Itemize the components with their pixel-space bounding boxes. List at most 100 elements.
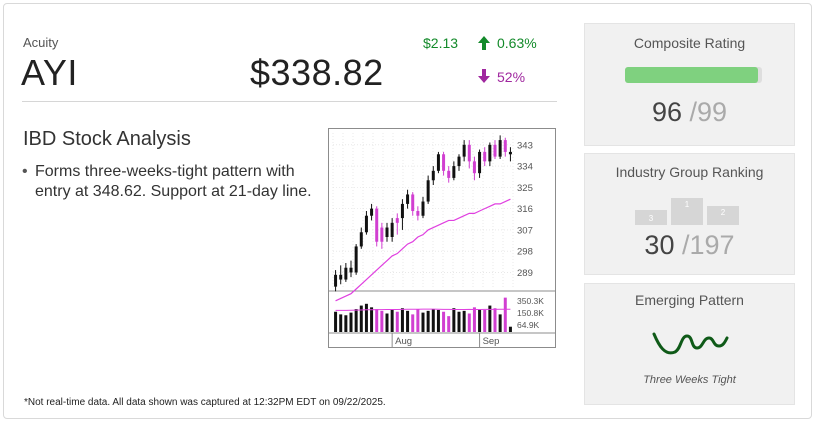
candle-body xyxy=(467,144,471,162)
x-tick-label: Sep xyxy=(483,336,500,347)
price-tick-label: 289 xyxy=(517,268,533,279)
price-tick-label: 325 xyxy=(517,183,533,194)
volume-bar xyxy=(447,316,451,332)
x-tick-label: Aug xyxy=(395,336,412,347)
candle-body xyxy=(364,215,368,233)
candle-body xyxy=(472,161,476,174)
volume-bar xyxy=(421,312,425,332)
candle-body xyxy=(395,218,399,223)
volume-bar xyxy=(452,308,456,332)
candle-body xyxy=(375,208,379,242)
arrow-down-icon xyxy=(478,69,490,83)
price-tick-label: 334 xyxy=(517,162,533,173)
candle-body xyxy=(426,180,430,202)
price-tick-label: 316 xyxy=(517,204,533,215)
candle-body xyxy=(447,170,451,178)
volume-bar xyxy=(431,309,435,332)
candle-body xyxy=(421,201,425,216)
volume-bar xyxy=(406,310,410,332)
candle-body xyxy=(380,227,384,242)
candle-body xyxy=(462,144,466,157)
volume-bar xyxy=(354,309,358,332)
price-chart-svg: 343 334 325 316 307 298 289 350.3K 150.8K 64.9K Au… xyxy=(329,133,555,347)
candle-body xyxy=(442,154,446,171)
volume-bar xyxy=(359,305,363,332)
candle-body xyxy=(411,194,415,211)
volume-bar xyxy=(478,309,482,332)
candle-body xyxy=(503,140,507,152)
podium-icon: 3 1 2 xyxy=(635,198,739,225)
footnote: *Not real-time data. All data shown was … xyxy=(24,397,386,408)
candle-body xyxy=(457,156,461,167)
price-tick-label: 298 xyxy=(517,247,533,258)
price-change: $2.13 xyxy=(423,35,459,51)
composite-rating-value: 96 xyxy=(651,97,682,127)
candle-body xyxy=(431,170,435,181)
pattern-shape-icon xyxy=(652,332,729,355)
volume-bar xyxy=(426,310,430,332)
volume-bar xyxy=(385,313,389,332)
composite-rating-score: 96 /99 xyxy=(585,97,794,128)
analysis-bullets: Forms three-weeks-tight pattern with ent… xyxy=(22,162,322,202)
industry-group-score: 30 /197 xyxy=(585,230,794,261)
composite-rating-bar xyxy=(625,67,762,83)
candle-body xyxy=(400,203,404,219)
analysis-title: IBD Stock Analysis xyxy=(23,128,191,150)
volume-bar xyxy=(436,309,440,332)
analysis-bullet: Forms three-weeks-tight pattern with ent… xyxy=(22,162,322,202)
volume-bar xyxy=(349,312,353,332)
volume-bar xyxy=(416,309,420,332)
moving-average-line xyxy=(335,198,511,302)
industry-group-total: 197 xyxy=(689,230,735,260)
industry-group-rank: 30 xyxy=(644,230,675,260)
volume-bar xyxy=(370,307,374,332)
volume-bar xyxy=(375,309,379,332)
candle-body xyxy=(339,274,343,280)
emerging-pattern-title: Emerging Pattern xyxy=(635,292,744,308)
volume-bar xyxy=(411,314,415,332)
candle-body xyxy=(416,211,420,216)
price-chart[interactable]: 343 334 325 316 307 298 289 350.3K 150.8K 64.9K Au… xyxy=(328,128,556,348)
volume-average-line xyxy=(335,308,511,311)
candle-body xyxy=(498,140,502,157)
volume-tick-label: 350.3K xyxy=(517,296,544,306)
volume-bar xyxy=(498,314,502,332)
volume-bar xyxy=(400,308,404,332)
candle-body xyxy=(344,267,348,280)
volume-change-percent: 52% xyxy=(497,69,526,85)
volume-tick-label: 150.8K xyxy=(517,308,544,318)
price-tick-label: 343 xyxy=(517,140,533,151)
volume-bar xyxy=(334,311,338,332)
candle-body xyxy=(493,144,497,157)
volume-bar xyxy=(472,307,476,332)
industry-group-panel[interactable]: Industry Group Ranking 3 1 2 30 /197 xyxy=(584,153,795,275)
candle-body xyxy=(452,166,456,178)
candle-body xyxy=(508,151,512,155)
composite-rating-panel[interactable]: Composite Rating 96 /99 xyxy=(584,23,795,146)
stock-price: $338.82 xyxy=(250,52,384,93)
volume-bar xyxy=(462,310,466,332)
price-tick-label: 307 xyxy=(517,225,533,236)
volume-tick-label: 64.9K xyxy=(517,320,540,330)
pattern-name: Three Weeks Tight xyxy=(643,374,736,386)
candle-body xyxy=(390,222,394,237)
volume-bar xyxy=(442,311,446,332)
volume-bar xyxy=(488,305,492,332)
divider xyxy=(22,101,557,102)
composite-rating-title: Composite Rating xyxy=(633,35,746,51)
volume-bar xyxy=(364,303,368,332)
candle-body xyxy=(359,232,363,247)
podium-third: 3 xyxy=(649,214,654,223)
composite-rating-bar-fill xyxy=(625,67,758,83)
volume-bar xyxy=(380,310,384,332)
volume-bar xyxy=(390,309,394,332)
composite-rating-max: 99 xyxy=(697,97,728,127)
ticker-symbol[interactable]: AYI xyxy=(21,52,78,93)
candle-body xyxy=(385,227,389,237)
volume-bar xyxy=(344,315,348,332)
candle-body xyxy=(406,194,410,204)
candle-body xyxy=(354,246,358,273)
volume-bar xyxy=(467,313,471,332)
industry-group-title: Industry Group Ranking xyxy=(615,164,764,180)
emerging-pattern-panel[interactable]: Emerging Pattern Three Weeks Tight xyxy=(584,283,795,405)
